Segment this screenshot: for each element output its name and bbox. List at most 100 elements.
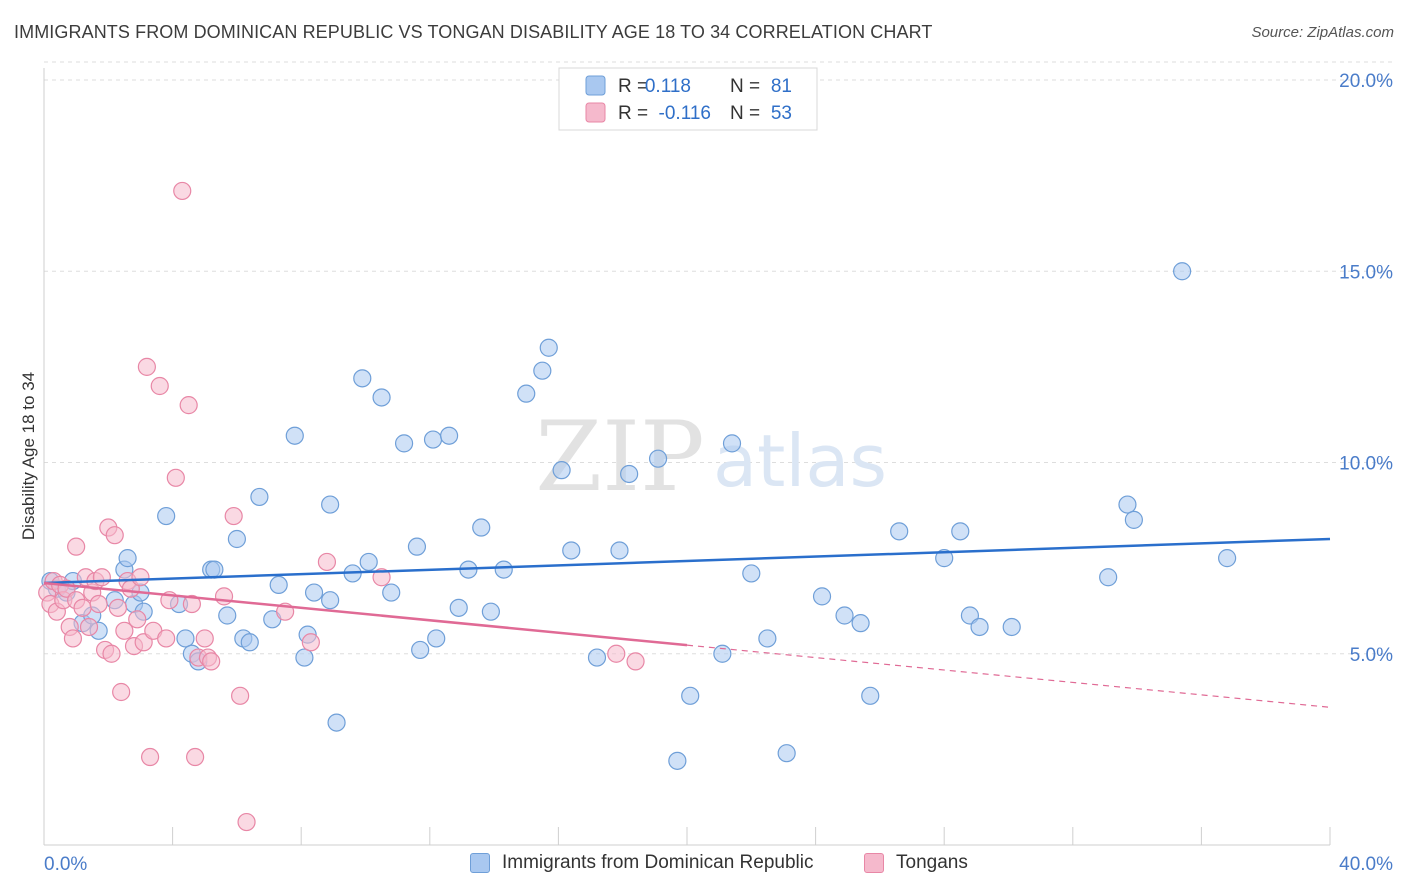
data-point-blue — [250, 487, 269, 507]
data-point-pink — [137, 357, 156, 376]
data-point-blue — [295, 648, 314, 667]
data-point-pink — [108, 598, 128, 617]
data-point-pink — [195, 629, 214, 648]
data-point-blue — [722, 434, 742, 453]
data-point-blue — [481, 602, 500, 621]
data-point-pink — [626, 652, 645, 671]
data-point-blue — [562, 541, 581, 560]
data-point-blue — [439, 426, 459, 445]
tick-labels: 5.0% 10.0% 15.0% 20.0% 0.0% 40.0% — [44, 71, 1393, 875]
y-tick-label: 5.0% — [1350, 645, 1393, 666]
data-point-pink — [89, 594, 108, 614]
data-point-blue — [758, 629, 777, 648]
legend-r-value-2: -0.116 — [659, 103, 711, 124]
data-point-pink — [166, 468, 185, 487]
data-point-pink — [179, 396, 198, 415]
data-point-pink — [157, 629, 176, 648]
data-point-blue — [1124, 510, 1143, 529]
watermark: ZIP atlas — [535, 401, 887, 513]
data-point-pink — [237, 812, 256, 832]
x-tick-label: 40.0% — [1339, 854, 1393, 875]
data-point-blue — [812, 587, 832, 606]
legend-r-value-1: 0.118 — [645, 76, 691, 97]
data-point-blue — [668, 751, 687, 770]
data-point-pink — [102, 644, 121, 663]
data-point-blue — [1173, 262, 1192, 281]
data-point-pink — [67, 537, 86, 556]
data-point-blue — [205, 560, 224, 579]
data-point-pink — [105, 526, 124, 545]
legend-swatch-pink — [585, 102, 606, 123]
legend-r-label-2: R = — [618, 103, 648, 124]
data-point-blue — [1118, 495, 1137, 514]
series-legend: Immigrants from Dominican Republic Tonga… — [0, 852, 1406, 878]
data-point-blue — [394, 434, 414, 453]
data-point-blue — [407, 537, 427, 556]
data-point-blue — [372, 388, 391, 407]
data-point-pink — [607, 644, 626, 663]
trend-lines — [43, 537, 1331, 708]
data-point-blue — [951, 522, 970, 541]
data-point-pink — [128, 610, 147, 629]
data-point-blue — [539, 338, 558, 357]
data-point-pink — [317, 552, 337, 572]
legend-n-label-1: N = — [730, 76, 760, 97]
data-point-blue — [227, 529, 246, 549]
data-point-pink — [73, 598, 92, 617]
data-point-blue — [157, 506, 176, 526]
data-point-pink — [115, 621, 134, 640]
data-point-blue — [517, 384, 536, 403]
legend-label-tongans: Tongans — [896, 852, 968, 873]
data-point-pink — [372, 568, 391, 587]
legend-item-tongans: Tongans — [864, 852, 968, 874]
legend-item-dominican: Immigrants from Dominican Republic — [470, 852, 814, 874]
legend-swatch-tongans — [864, 853, 884, 873]
data-point-pink — [182, 594, 201, 614]
data-point-blue — [494, 560, 513, 579]
y-axis-label: Disability Age 18 to 34 — [19, 372, 38, 540]
data-point-pink — [202, 652, 221, 671]
data-point-blue — [533, 361, 552, 380]
data-point-blue — [861, 686, 880, 705]
trend-line-pink — [43, 581, 688, 647]
data-point-blue — [353, 369, 372, 388]
legend-r-label-1: R = — [618, 76, 648, 97]
source-label: Source: ZipAtlas.com — [1251, 24, 1394, 41]
data-point-blue — [552, 461, 571, 480]
data-point-blue — [321, 495, 340, 514]
data-point-blue — [304, 583, 324, 602]
data-point-blue — [269, 575, 288, 595]
data-point-pink — [186, 747, 205, 767]
data-point-pink — [131, 568, 150, 587]
trend-line-extension-pink — [686, 644, 1331, 708]
legend-swatch-blue — [585, 75, 606, 96]
data-point-blue — [851, 614, 870, 633]
legend-n-value-2: 53 — [771, 103, 792, 124]
x-tick-label: 0.0% — [44, 854, 87, 875]
data-point-blue — [777, 744, 796, 763]
data-point-pink — [214, 587, 234, 606]
y-tick-label: 15.0% — [1339, 262, 1393, 283]
chart-title: IMMIGRANTS FROM DOMINICAN REPUBLIC VS TO… — [14, 22, 933, 42]
trend-line-blue — [43, 537, 1331, 585]
legend-n-label-2: N = — [730, 103, 760, 124]
y-tick-label: 20.0% — [1339, 71, 1393, 92]
data-point-blue — [835, 606, 854, 625]
watermark-zip: ZIP — [535, 401, 704, 513]
data-point-blue — [240, 633, 259, 652]
data-point-pink — [79, 617, 99, 637]
data-point-pink — [173, 181, 192, 201]
data-point-pink — [224, 506, 243, 526]
data-points — [38, 181, 1237, 832]
data-point-blue — [472, 518, 491, 537]
data-point-blue — [327, 713, 346, 732]
data-point-blue — [176, 629, 195, 648]
data-point-blue — [742, 564, 761, 583]
data-point-blue — [321, 591, 340, 610]
legend-label-dominican: Immigrants from Dominican Republic — [502, 852, 814, 873]
data-point-blue — [648, 449, 668, 468]
data-point-pink — [112, 682, 131, 702]
data-point-blue — [382, 583, 401, 602]
stats-legend: R = 0.118 N = 81 R = -0.116 N = 53 — [558, 67, 818, 131]
